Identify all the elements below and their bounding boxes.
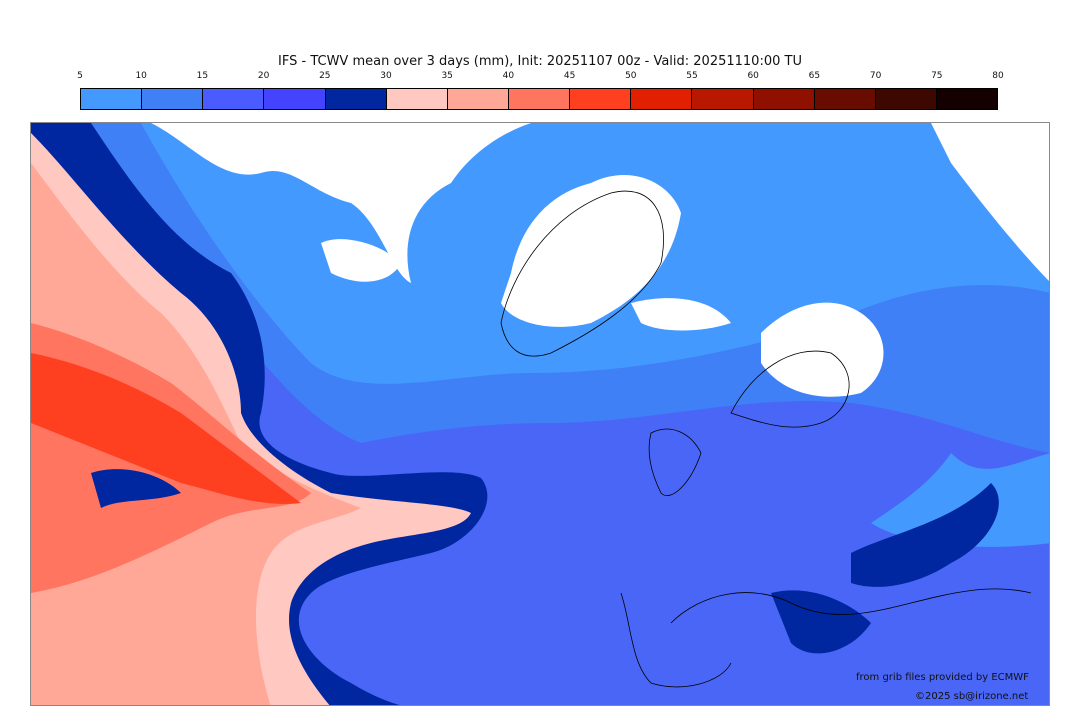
dry-area-scandinavia (761, 302, 884, 397)
colorbar-tick-label: 65 (808, 71, 821, 81)
dry-area-greenland (501, 174, 681, 327)
dry-area-hudson (321, 239, 401, 282)
colorbar-tick-label: 20 (257, 71, 270, 81)
colorbar-tick-label: 5 (77, 71, 83, 81)
field-25-30-med (771, 590, 871, 654)
colorbar (80, 88, 998, 110)
colorbar-tick-label: 55 (686, 71, 698, 81)
colorbar-tick-label: 15 (196, 71, 209, 81)
colorbar-tick-label: 10 (135, 71, 147, 81)
colorbar-bin (508, 89, 571, 109)
field-25-30-east (851, 483, 999, 587)
colorbar-bin (81, 89, 143, 109)
colorbar-tick-label: 45 (563, 71, 576, 81)
coastlines (500, 190, 1032, 688)
copyright: ©2025 sb@irizone.net (915, 691, 1029, 702)
dry-area-north-canada (151, 123, 531, 283)
field-5-10-east (871, 453, 1049, 547)
colorbar-tick-label: 50 (625, 71, 637, 81)
source-credit: from grib files provided by ECMWF (856, 672, 1029, 683)
field-45-50 (31, 353, 301, 504)
colorbar-tick-label: 40 (502, 71, 515, 81)
tcwv-map (30, 122, 1050, 706)
colorbar-ticks: 5 10 15 20 25 30 35 40 45 50 55 60 65 70 75 80 (77, 71, 1004, 85)
dry-area-arctic-sea (631, 298, 731, 331)
colorbar-bin (631, 89, 693, 109)
colorbar-tick-label: 30 (380, 71, 392, 81)
colorbar-bin (386, 89, 448, 109)
colorbar-bin (814, 89, 876, 109)
field-dry-tongue (91, 469, 181, 508)
colorbar-tick-label: 70 (869, 71, 882, 81)
dry-area-siberia (931, 123, 1049, 281)
colorbar-tick-label: 75 (931, 71, 943, 81)
colorbar-bin (936, 89, 998, 109)
colorbar-bin (692, 89, 754, 109)
colorbar-bin (203, 89, 265, 109)
colorbar-tick-label: 80 (992, 71, 1004, 81)
colorbar-bin (264, 89, 326, 109)
colorbar-bin (447, 89, 509, 109)
colorbar-bin (875, 89, 937, 109)
colorbar-bin (325, 89, 387, 109)
map-field (31, 123, 1049, 705)
colorbar-bin (570, 89, 632, 109)
colorbar-tick-label: 60 (747, 71, 759, 81)
colorbar-tick-label: 35 (441, 71, 453, 81)
colorbar-bin (142, 89, 204, 109)
colorbar-bin (753, 89, 815, 109)
colorbar-tick-label: 25 (319, 71, 331, 81)
map-title: IFS - TCWV mean over 3 days (mm), Init: … (278, 54, 802, 69)
